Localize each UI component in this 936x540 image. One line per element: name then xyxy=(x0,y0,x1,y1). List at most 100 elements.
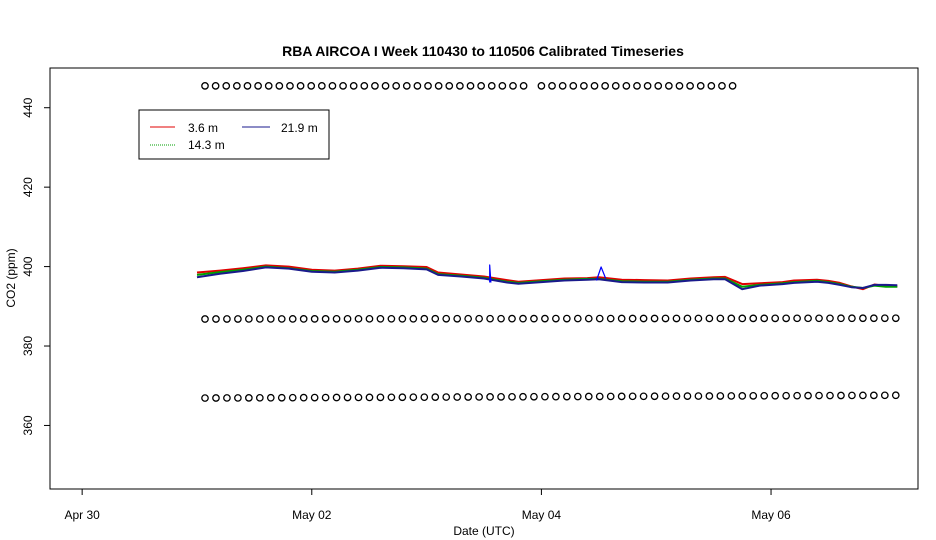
middle-reference-marker xyxy=(387,314,396,323)
upper-reference-marker xyxy=(477,82,485,90)
upper-reference-marker xyxy=(707,82,716,90)
y-axis-label: CO2 (ppm) xyxy=(4,248,18,307)
middle-reference-marker xyxy=(453,314,462,323)
lower-reference-marker xyxy=(826,391,834,400)
upper-reference-marker xyxy=(537,82,546,90)
upper-reference-marker xyxy=(201,82,209,90)
middle-reference-marker xyxy=(541,314,549,323)
lower-reference-marker xyxy=(891,391,900,400)
middle-reference-marker xyxy=(727,314,736,323)
upper-reference-marker xyxy=(509,82,517,90)
lower-reference-marker xyxy=(628,392,637,401)
middle-reference-marker xyxy=(650,314,659,323)
middle-reference-marker xyxy=(365,314,374,323)
upper-reference-marker xyxy=(601,82,609,90)
lower-reference-marker xyxy=(486,393,494,401)
middle-reference-marker xyxy=(661,314,670,323)
x-tick-label-1: May 02 xyxy=(292,508,332,522)
lower-reference-marker xyxy=(694,392,703,400)
upper-reference-marker xyxy=(622,82,631,90)
middle-reference-marker xyxy=(486,314,494,323)
upper-reference-marker xyxy=(392,82,401,90)
lower-reference-marker xyxy=(880,391,889,400)
y-tick-label-420: 420 xyxy=(21,177,35,197)
lower-reference-marker xyxy=(212,394,220,402)
upper-reference-marker xyxy=(590,82,599,90)
lower-reference-marker xyxy=(859,391,867,400)
upper-reference-marker xyxy=(328,82,337,90)
middle-reference-marker xyxy=(277,315,286,323)
middle-reference-marker xyxy=(694,314,703,323)
lower-reference-marker xyxy=(508,392,516,401)
lower-reference-marker xyxy=(431,393,440,401)
lower-reference-marker xyxy=(475,393,483,401)
middle-reference-marker xyxy=(848,314,856,323)
middle-reference-marker xyxy=(880,314,889,323)
lower-reference-marker xyxy=(782,391,790,400)
upper-reference-marker xyxy=(233,82,241,90)
middle-reference-marker xyxy=(826,314,834,323)
upper-reference-marker xyxy=(611,82,620,90)
lower-reference-marker xyxy=(398,393,407,402)
upper-reference-marker xyxy=(456,82,464,90)
upper-reference-marker xyxy=(264,82,273,90)
lower-reference-marker xyxy=(793,391,801,400)
upper-reference-marker xyxy=(434,82,443,90)
lower-reference-marker xyxy=(530,392,538,401)
lower-reference-marker xyxy=(321,393,330,402)
middle-reference-marker xyxy=(332,315,341,323)
middle-reference-marker xyxy=(552,314,560,323)
middle-reference-marker xyxy=(891,314,900,323)
middle-reference xyxy=(201,314,900,323)
legend: 3.6 m 14.3 m 21.9 m xyxy=(138,109,330,160)
upper-reference-marker xyxy=(696,82,705,90)
middle-reference-marker xyxy=(288,315,297,323)
lower-reference-marker xyxy=(573,392,582,401)
chart-title: RBA AIRCOA I Week 110430 to 110506 Calib… xyxy=(282,43,684,59)
upper-reference-marker xyxy=(665,82,673,90)
lower-reference-marker xyxy=(672,392,681,401)
lower-reference-marker xyxy=(354,393,363,402)
upper-reference-marker xyxy=(222,82,231,90)
middle-reference-marker xyxy=(310,315,319,323)
middle-reference-marker xyxy=(266,315,275,323)
lower-reference-marker xyxy=(420,393,429,402)
middle-reference-marker xyxy=(398,314,407,323)
lower-reference-marker xyxy=(201,394,209,402)
lower-reference-marker xyxy=(683,392,692,400)
upper-reference-marker xyxy=(643,82,652,90)
middle-reference-marker xyxy=(760,314,769,323)
lower-reference-marker xyxy=(552,392,560,401)
lower-reference-marker xyxy=(310,393,319,402)
lower-reference-marker xyxy=(255,393,264,402)
upper-reference-marker xyxy=(633,82,641,90)
middle-reference-marker xyxy=(223,315,231,323)
lower-reference-marker xyxy=(870,391,878,400)
upper-reference-marker xyxy=(519,82,528,90)
upper-reference-marker xyxy=(402,82,411,90)
upper-reference-marker xyxy=(360,82,369,90)
middle-reference-marker xyxy=(519,314,527,323)
upper-reference-marker xyxy=(243,82,252,90)
upper-reference-marker xyxy=(296,82,305,90)
series-spike2 xyxy=(595,266,607,281)
lower-reference-marker xyxy=(234,394,242,402)
lower-reference-marker xyxy=(497,393,505,401)
lower-reference-marker xyxy=(760,391,769,400)
lower-reference-marker xyxy=(738,392,747,400)
middle-reference-marker xyxy=(409,314,418,323)
middle-reference-marker xyxy=(376,314,385,323)
y-axis: 360 380 400 420 440 xyxy=(21,97,50,435)
lower-reference-marker xyxy=(650,392,659,401)
legend-label-14-3m: 14.3 m xyxy=(188,138,225,152)
lower-reference-marker xyxy=(442,393,451,401)
lower-reference-marker xyxy=(409,393,418,402)
lower-reference-marker xyxy=(705,392,714,400)
middle-reference-marker xyxy=(442,314,451,323)
x-tick-label-0: Apr 30 xyxy=(64,508,100,522)
upper-reference-marker xyxy=(317,82,326,90)
lower-reference-marker xyxy=(727,392,736,400)
lower-reference-marker xyxy=(848,391,856,400)
